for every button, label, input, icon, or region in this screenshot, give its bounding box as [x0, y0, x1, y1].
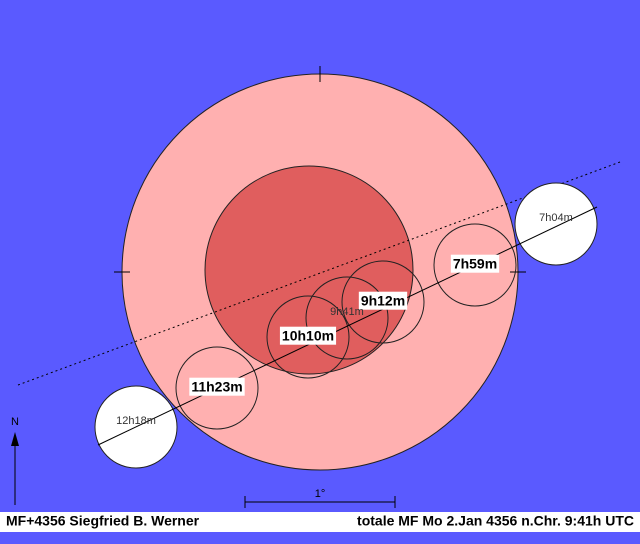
moon-time: 7h04m [539, 212, 573, 224]
footer-right: totale MF Mo 2.Jan 4356 n.Chr. 9:41h UTC [357, 513, 634, 529]
moon [266, 295, 350, 379]
moon-time: 9h41m [330, 306, 364, 318]
moon [341, 260, 425, 344]
moon-path [97, 206, 598, 446]
moons [94, 182, 598, 469]
north-label: N [11, 416, 19, 428]
moon-time: 7h59m [453, 256, 497, 272]
moon [305, 276, 389, 360]
footer-bar [0, 512, 640, 532]
moon-time: 10h10m [282, 328, 334, 344]
north-arrowhead [11, 432, 19, 446]
label-box [189, 377, 245, 396]
umbra [204, 165, 414, 375]
moon [433, 223, 517, 307]
moon-time: 12h18m [116, 415, 156, 427]
label-box [358, 291, 408, 310]
moon [175, 346, 259, 430]
moon-time: 11h23m [191, 379, 242, 395]
ecliptic [17, 161, 621, 386]
label-box [450, 254, 500, 273]
label-box [279, 326, 337, 345]
scale-label: 1° [315, 488, 326, 500]
moon-time: 9h12m [361, 293, 405, 309]
footer-left: MF+4356 Siegfried B. Werner [6, 513, 200, 529]
moon [514, 182, 598, 266]
